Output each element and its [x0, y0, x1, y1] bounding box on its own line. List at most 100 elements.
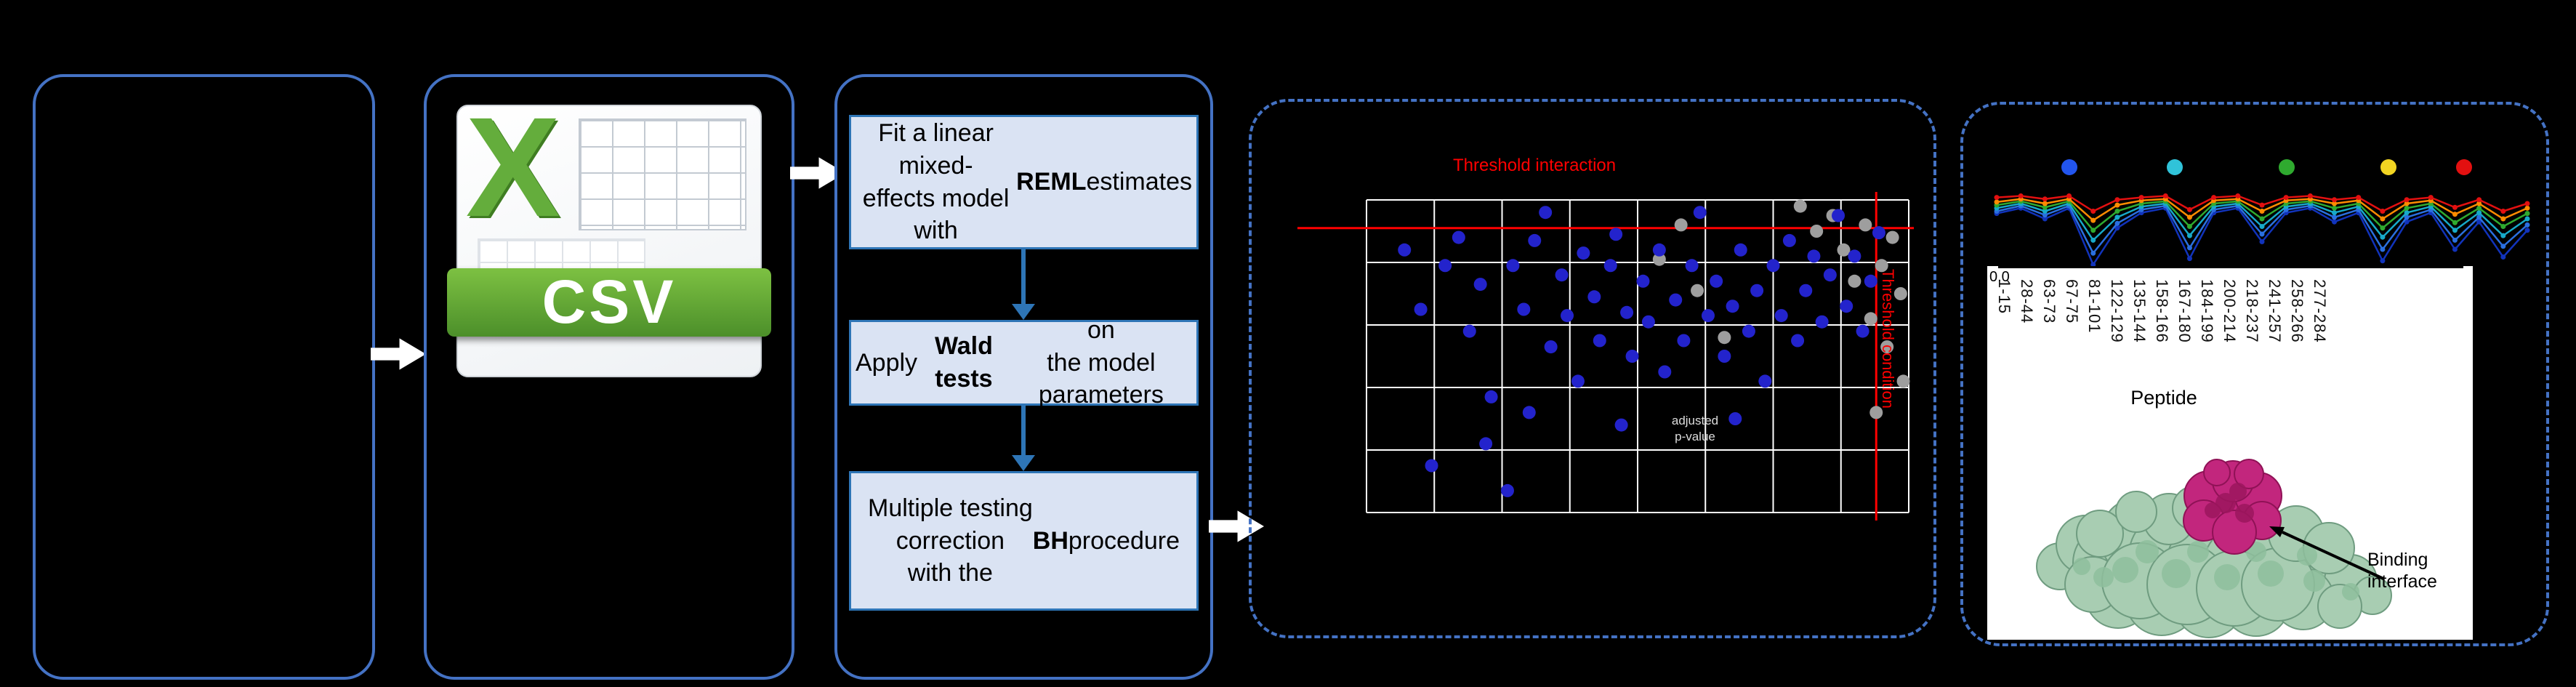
peptide-tick-label: 258-266	[2288, 279, 2306, 343]
scatter-point-blue	[1832, 209, 1846, 222]
uptake-marker	[2018, 193, 2024, 198]
scatter-point-blue	[1710, 274, 1723, 288]
peptide-tick-label: 241-257	[2266, 279, 2284, 343]
uptake-marker	[2066, 193, 2072, 198]
scatter-point-blue	[1864, 274, 1877, 288]
peptide-tick-label: 122-129	[2108, 279, 2126, 343]
peptide-tick-label: 63-73	[2040, 279, 2058, 324]
scatter-point-gray	[1793, 199, 1807, 213]
uptake-marker	[2452, 204, 2458, 210]
timepoint-legend-dot	[2061, 159, 2077, 175]
timepoint-legend-dot	[2167, 159, 2183, 175]
scatter-point-gray	[1674, 218, 1688, 232]
uptake-marker	[2186, 245, 2192, 251]
scatter-point-blue	[1693, 206, 1707, 220]
uptake-marker	[2162, 193, 2168, 198]
scatter-point-blue	[1425, 459, 1438, 473]
uptake-marker	[2042, 212, 2048, 218]
uptake-marker	[2042, 196, 2048, 202]
uptake-marker	[2404, 219, 2410, 225]
scatter-results-panel: Threshold interaction Threshold conditio…	[1249, 99, 1936, 638]
threshold-interaction-label: Threshold interaction	[1453, 156, 1617, 175]
scatter-point-gray	[1848, 274, 1861, 288]
uptake-marker	[2332, 219, 2338, 225]
uptake-marker	[2524, 205, 2530, 211]
uptake-marker	[2332, 201, 2338, 206]
peptide-tick-label: 158-166	[2153, 279, 2171, 343]
peptide-tick-label: 277-284	[2311, 279, 2329, 343]
uptake-marker	[2090, 209, 2096, 214]
scatter-point-blue	[1462, 324, 1476, 338]
scatter-point-blue	[1539, 206, 1553, 220]
scatter-point-gray	[1893, 287, 1907, 300]
uptake-marker	[2524, 228, 2530, 233]
scatter-point-blue	[1571, 374, 1585, 388]
scatter-point-gray	[1859, 218, 1872, 232]
uptake-marker	[2500, 254, 2506, 260]
uptake-marker	[2114, 214, 2120, 220]
uptake-marker	[2452, 228, 2458, 233]
scatter-point-blue	[1620, 305, 1634, 319]
uptake-marker	[2114, 202, 2120, 208]
timepoint-legend-dot	[2279, 159, 2295, 175]
scatter-point-blue	[1685, 259, 1699, 273]
scatter-point-blue	[1561, 309, 1574, 323]
uptake-marker	[2452, 220, 2458, 225]
csv-spreadsheet-grid	[579, 118, 746, 230]
uptake-marker	[2500, 244, 2506, 249]
scatter-point-blue	[1609, 228, 1623, 241]
scatter-point-blue	[1669, 293, 1683, 307]
scatter-point-blue	[1636, 274, 1650, 288]
uptake-marker	[2090, 228, 2096, 233]
y-axis-tick: 0.0	[1989, 269, 2010, 285]
uptake-marker	[2114, 225, 2120, 231]
scatter-point-blue	[1484, 390, 1498, 403]
uptake-marker	[2476, 219, 2482, 225]
uptake-marker	[2259, 209, 2265, 214]
scatter-point-blue	[1815, 315, 1829, 329]
uptake-marker	[2332, 210, 2338, 216]
peptide-tick-label: 135-144	[2130, 279, 2149, 343]
scatter-point-blue	[1438, 259, 1452, 273]
csv-file-icon: X CSV	[447, 96, 771, 377]
scatter-point-blue	[1593, 334, 1606, 347]
scatter-point-blue	[1555, 268, 1569, 282]
uptake-marker	[2259, 224, 2265, 229]
stats-pipeline-panel: Fit a linear mixed-effects model with REM…	[834, 74, 1213, 680]
scatter-point-gray	[1864, 312, 1877, 326]
scatter-point-blue	[1766, 259, 1780, 273]
down-arrow-1-icon	[1012, 249, 1035, 320]
scatter-point-blue	[1517, 302, 1531, 316]
scatter-point-blue	[1398, 243, 1412, 257]
peptide-tick-label: 81-101	[2085, 279, 2104, 334]
peptide-results-panel: 0.0 1-15 28-44 63-73 67-75 81-101 122-129 135-…	[1960, 102, 2549, 646]
flow-arrow-1-icon	[371, 338, 426, 370]
uptake-marker	[2283, 195, 2289, 201]
scatter-point-blue	[1807, 249, 1821, 263]
x-axis-title: Peptide	[2130, 387, 2197, 409]
down-arrow-2-icon	[1012, 406, 1035, 471]
protein-structure-image	[2036, 459, 2392, 638]
scatter-point-blue	[1677, 334, 1691, 347]
uptake-marker	[2404, 201, 2410, 206]
uptake-marker	[2186, 214, 2192, 220]
uptake-marker	[2186, 233, 2192, 238]
scatter-point-blue	[1506, 259, 1520, 273]
step-reml-box: Fit a linear mixed-effects model with REM…	[849, 115, 1199, 249]
scatter-point-blue	[1840, 300, 1853, 313]
scatter-point-blue	[1823, 268, 1837, 282]
scatter-point-gray	[1869, 406, 1883, 419]
scatter-point-blue	[1734, 243, 1747, 257]
uptake-marker	[2235, 193, 2241, 198]
uptake-marker	[2332, 214, 2338, 220]
uptake-marker	[2500, 209, 2506, 214]
uptake-marker	[2186, 256, 2192, 262]
scatter-point-blue	[1473, 278, 1487, 292]
csv-ribbon: CSV	[447, 268, 771, 337]
uptake-marker	[2259, 202, 2265, 208]
uptake-marker	[2042, 204, 2048, 210]
uptake-line-chart	[1994, 159, 2530, 268]
uptake-marker	[2500, 224, 2506, 229]
scatter-point-gray	[1837, 243, 1851, 257]
scatter-point-blue	[1872, 226, 1885, 240]
